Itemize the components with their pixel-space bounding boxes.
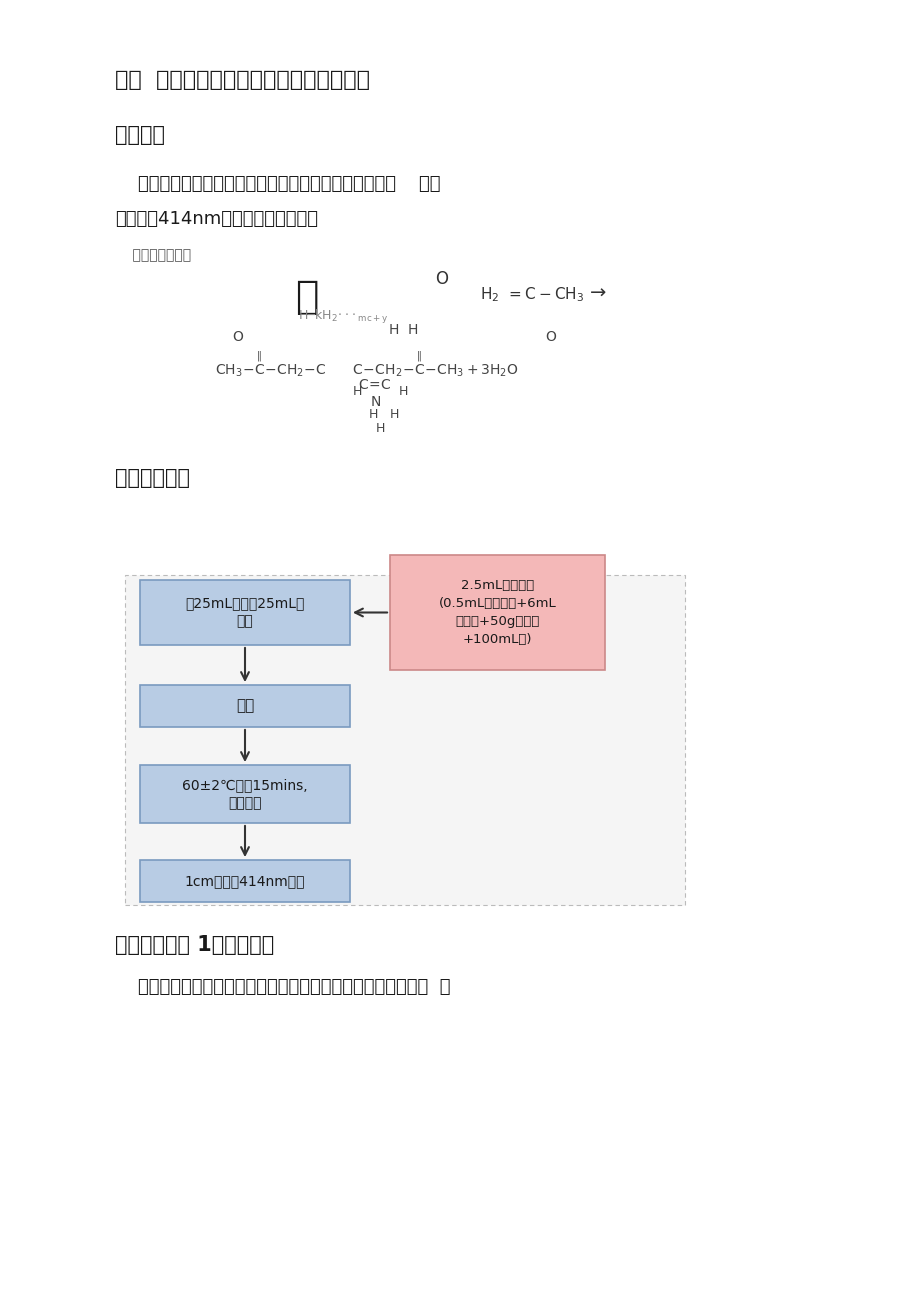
- Text: 60±2℃水浴15mins,
取出冷却: 60±2℃水浴15mins, 取出冷却: [182, 777, 308, 810]
- Text: 水质  甲醛的测定（乙酰丙酮分光光度法）: 水质 甲醛的测定（乙酰丙酮分光光度法）: [115, 70, 369, 90]
- Text: $\mathrm{H\!\!-\!\!kH_2\!\cdot\!\cdot\!\cdot_{mc+y}}$: $\mathrm{H\!\!-\!\!kH_2\!\cdot\!\cdot\!\…: [298, 309, 389, 326]
- Text: →: →: [589, 284, 606, 303]
- Text: $\mathrm{=C-CH_3}$: $\mathrm{=C-CH_3}$: [505, 285, 584, 303]
- FancyBboxPatch shape: [140, 766, 349, 823]
- Text: 2.5mL乙酰丙酮
(0.5mL乙酰丙酮+6mL
冰乙酸+50g乙酸铵
+100mL水): 2.5mL乙酰丙酮 (0.5mL乙酰丙酮+6mL 冰乙酸+50g乙酸铵 +100…: [438, 579, 556, 646]
- Text: 色物质在414nm波长处有最大吸收。: 色物质在414nm波长处有最大吸收。: [115, 210, 318, 228]
- Text: $\mathrm{CH_3\!-\!\overset{\|}{C}\!-\!CH_2\!-\!C\quad\quad C\!-\!CH_2\!-\!\overs: $\mathrm{CH_3\!-\!\overset{\|}{C}\!-\!CH…: [215, 350, 518, 380]
- FancyBboxPatch shape: [125, 575, 685, 905]
- Text: $\mathrm{O}$: $\mathrm{O}$: [232, 329, 244, 344]
- Text: 1cm光程，414nm测试: 1cm光程，414nm测试: [185, 874, 305, 888]
- Text: $\mathrm{H}$: $\mathrm{H}$: [398, 385, 408, 398]
- Text: 甲醛在过量铵盐存在下，与乙酰丙酮生成黄色的化合物    该有: 甲醛在过量铵盐存在下，与乙酰丙酮生成黄色的化合物 该有: [115, 174, 440, 193]
- FancyBboxPatch shape: [140, 579, 349, 644]
- FancyBboxPatch shape: [140, 861, 349, 902]
- Text: 一、原理: 一、原理: [115, 125, 165, 145]
- Text: $\mathrm{H}$: $\mathrm{H}$: [352, 385, 362, 398]
- Text: 摇匀: 摇匀: [235, 698, 254, 713]
- Text: $\mathrm{O}$: $\mathrm{O}$: [544, 329, 557, 344]
- Text: $\mathrm{H\ \ \ H}$: $\mathrm{H\ \ \ H}$: [368, 408, 400, 421]
- Text: O: O: [435, 270, 448, 288]
- Text: 样品采集于硬质玻璃瓶或聚乙烯瓶中，采集时应使水样从瓶口  溢: 样品采集于硬质玻璃瓶或聚乙烯瓶中，采集时应使水样从瓶口 溢: [115, 978, 450, 996]
- FancyBboxPatch shape: [140, 685, 349, 727]
- Text: 取25mL水样于25mL比
色管: 取25mL水样于25mL比 色管: [185, 596, 304, 629]
- Text: $\mathrm{C\!=\!C}$: $\mathrm{C\!=\!C}$: [357, 378, 391, 392]
- FancyBboxPatch shape: [390, 555, 605, 671]
- Text: $\mathrm{H\ \ H}$: $\mathrm{H\ \ H}$: [388, 323, 418, 337]
- Text: 二、测试流程: 二、测试流程: [115, 467, 190, 488]
- Text: 化学反应式为：: 化学反应式为：: [115, 247, 191, 262]
- Text: 早: 早: [295, 279, 318, 316]
- Text: $\mathrm{H}$: $\mathrm{H}$: [375, 422, 385, 435]
- Text: $\mathrm{H_2}$: $\mathrm{H_2}$: [480, 285, 499, 303]
- Text: 三、注意事项 1、水样保存: 三、注意事项 1、水样保存: [115, 935, 274, 954]
- Text: $\mathrm{N}$: $\mathrm{N}$: [370, 395, 381, 409]
